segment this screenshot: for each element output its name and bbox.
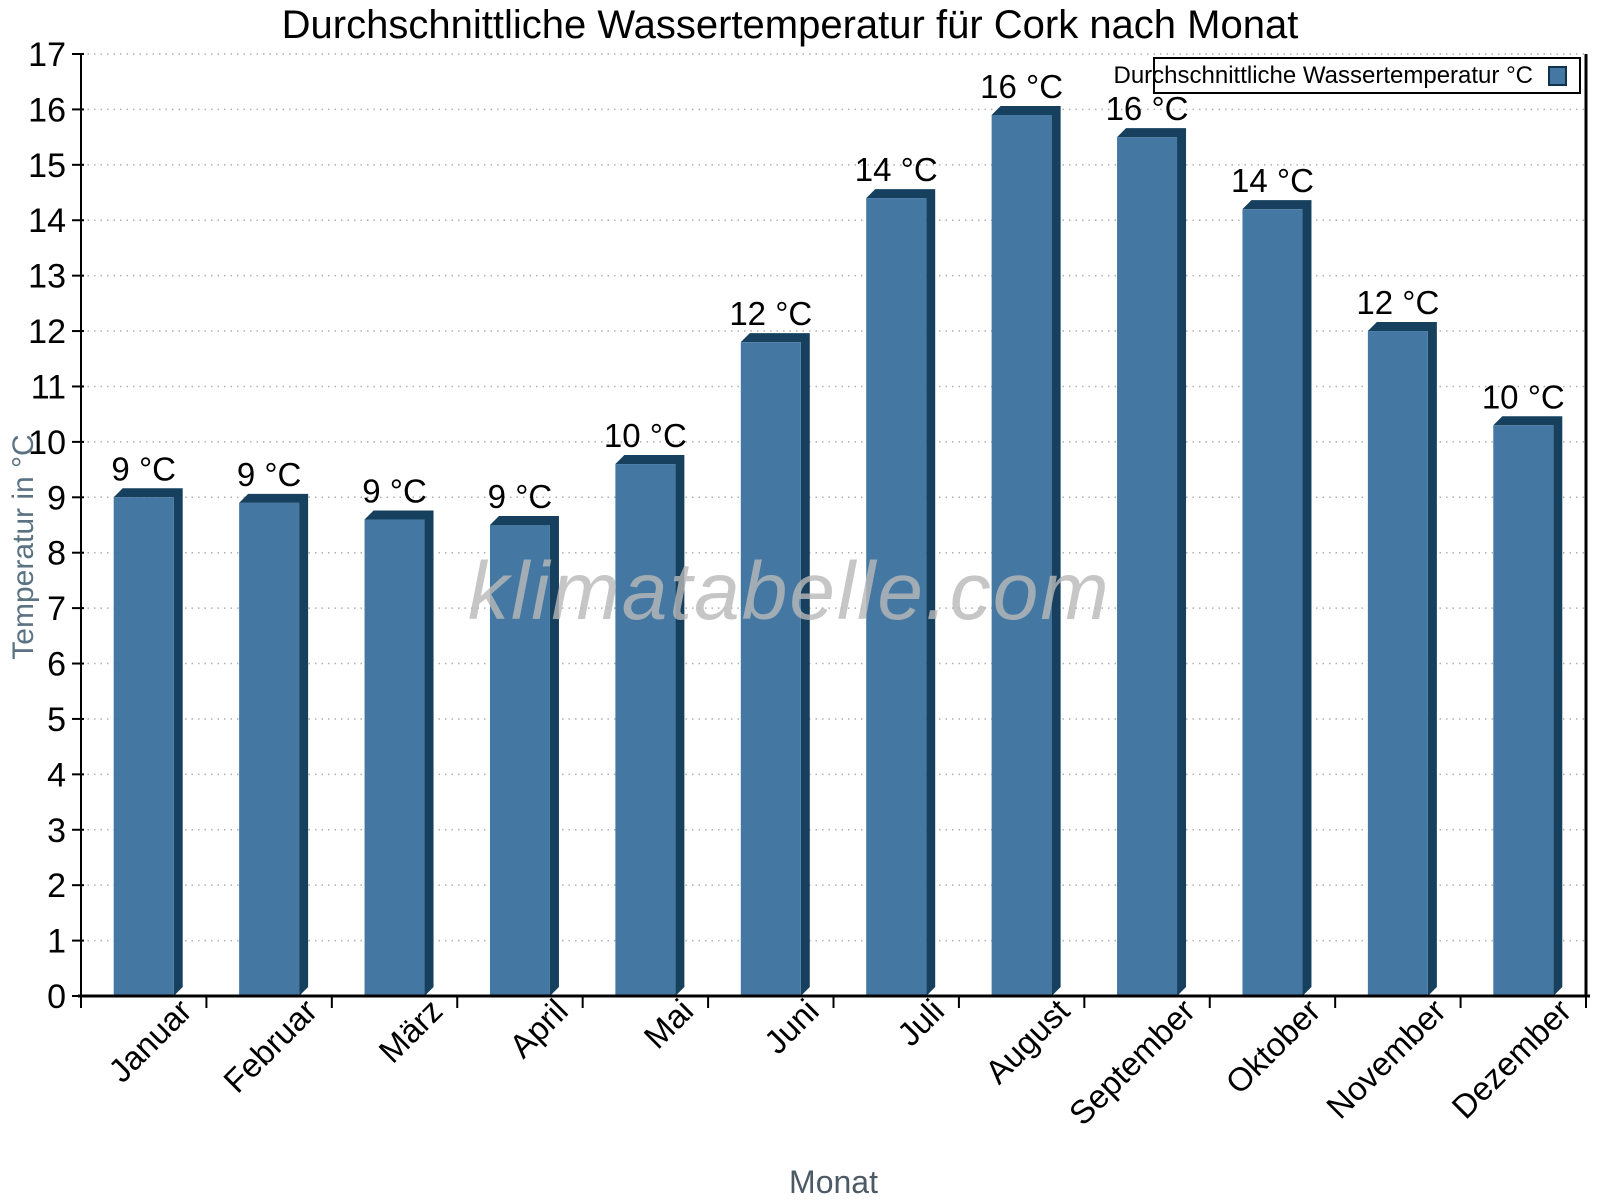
x-tick-label-februar: Februar — [216, 992, 324, 1100]
bar-value-label-dezember: 10 °C — [1482, 378, 1565, 415]
bar-august — [991, 114, 1052, 996]
bar-oktober — [1242, 209, 1303, 996]
bar-märz — [364, 519, 425, 996]
x-tick-label-januar: Januar — [101, 992, 199, 1090]
y-tick-label-14: 14 — [28, 202, 66, 240]
bar-value-label-märz: 9 °C — [362, 472, 427, 509]
legend: Durchschnittliche Wassertemperatur °C — [1113, 57, 1581, 94]
x-tick-label-september: September — [1062, 992, 1202, 1132]
bar-dezember — [1493, 425, 1554, 997]
x-tick-label-juni: Juni — [757, 992, 826, 1061]
bar-value-label-mai: 10 °C — [604, 417, 687, 454]
y-axis-title: Temperatur in °C — [7, 434, 40, 660]
x-tick-label-juli: Juli — [890, 992, 951, 1053]
bar-side-januar — [113, 488, 183, 996]
bar-side-februar — [239, 493, 309, 996]
bar-value-label-februar: 9 °C — [237, 456, 302, 493]
bar-side-oktober — [1242, 200, 1312, 996]
x-tick-label-april: April — [502, 992, 575, 1065]
chart-title: Durchschnittliche Wassertemperatur für C… — [281, 3, 1299, 47]
y-tick-label-13: 13 — [28, 258, 66, 296]
bar-side-november — [1367, 322, 1437, 996]
bar-side-märz — [364, 510, 434, 996]
bar-value-label-april: 9 °C — [488, 478, 553, 515]
bar-side-juni — [740, 333, 810, 996]
y-tick-label-5: 5 — [47, 701, 66, 739]
y-tick-label-11: 11 — [31, 368, 66, 406]
legend-swatch-icon — [1548, 65, 1567, 86]
bar-mai — [615, 464, 676, 996]
bar-value-label-januar: 9 °C — [111, 450, 176, 487]
bar-side-september — [1117, 128, 1187, 996]
y-tick-label-17: 17 — [28, 36, 66, 74]
bar-value-label-november: 12 °C — [1356, 284, 1439, 321]
legend-label: Durchschnittliche Wassertemperatur °C — [1113, 61, 1533, 89]
x-tick-label-november: November — [1319, 992, 1453, 1126]
bar-februar — [239, 502, 300, 996]
bar-juli — [866, 198, 927, 997]
bar-value-label-august: 16 °C — [980, 68, 1063, 105]
y-tick-label-7: 7 — [47, 590, 66, 628]
y-tick-label-16: 16 — [28, 91, 66, 129]
bar-november — [1367, 331, 1428, 996]
bar-side-august — [991, 105, 1061, 996]
bar-side-april — [489, 516, 559, 996]
bar-april — [489, 525, 550, 996]
y-tick-label-15: 15 — [28, 147, 66, 185]
y-tick-label-12: 12 — [28, 313, 66, 351]
x-tick-label-mai: Mai — [637, 992, 701, 1056]
y-tick-label-2: 2 — [47, 867, 66, 905]
y-tick-label-3: 3 — [47, 812, 66, 850]
y-tick-label-0: 0 — [47, 978, 66, 1016]
y-tick-label-4: 4 — [47, 756, 66, 794]
bar-value-label-juni: 12 °C — [729, 295, 812, 332]
y-tick-label-8: 8 — [47, 535, 66, 573]
x-axis-title: Monat — [789, 1164, 878, 1200]
bar-value-label-september: 16 °C — [1106, 90, 1189, 127]
bar-side-dezember — [1493, 416, 1563, 997]
y-tick-label-1: 1 — [47, 923, 66, 961]
bar-september — [1117, 137, 1178, 996]
x-tick-label-oktober: Oktober — [1218, 992, 1327, 1101]
x-tick-label-dezember: Dezember — [1444, 992, 1578, 1126]
y-tick-label-9: 9 — [47, 479, 66, 517]
y-tick-label-10: 10 — [28, 424, 66, 462]
x-tick-label-märz: März — [371, 992, 449, 1070]
bar-side-mai — [615, 455, 685, 996]
y-tick-label-6: 6 — [47, 646, 66, 684]
bar-side-juli — [866, 189, 936, 997]
bar-juni — [740, 342, 801, 996]
x-tick-label-august: August — [978, 992, 1077, 1091]
bar-januar — [113, 497, 174, 996]
bar-value-label-oktober: 14 °C — [1231, 162, 1314, 199]
bar-value-label-juli: 14 °C — [855, 151, 938, 188]
